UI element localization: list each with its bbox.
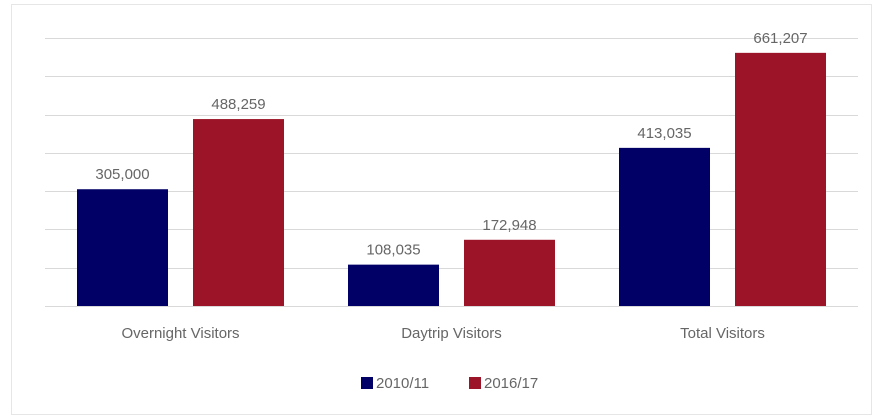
bar <box>193 119 284 306</box>
x-tick-label: Overnight Visitors <box>121 325 239 342</box>
data-label: 172,948 <box>482 217 536 234</box>
frame <box>11 4 872 415</box>
data-label: 305,000 <box>95 166 149 183</box>
x-tick-label: Total Visitors <box>680 325 765 342</box>
bar <box>77 189 168 306</box>
bar <box>735 52 826 307</box>
data-label: 108,035 <box>366 242 420 259</box>
bar <box>619 147 710 306</box>
legend-label: 2016/17 <box>484 375 538 392</box>
bar <box>464 239 555 306</box>
legend-swatch <box>469 377 481 389</box>
x-tick-label: Daytrip Visitors <box>401 325 502 342</box>
bar <box>348 264 439 306</box>
data-label: 413,035 <box>637 125 691 142</box>
legend-swatch <box>361 377 373 389</box>
legend-label: 2010/11 <box>376 375 429 392</box>
data-label: 488,259 <box>211 96 265 113</box>
data-label: 661,207 <box>753 30 807 47</box>
